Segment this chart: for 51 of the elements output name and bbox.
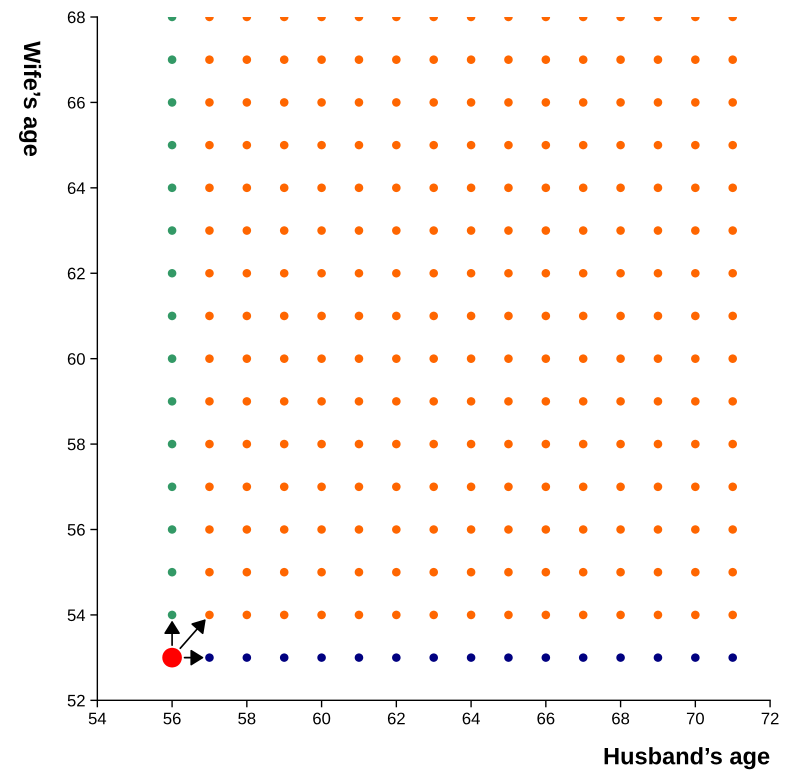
point: [168, 568, 176, 576]
point: [162, 648, 182, 668]
point: [168, 268, 176, 278]
x-tick-label: 68: [612, 712, 630, 724]
point: [168, 354, 176, 363]
point: [168, 610, 176, 620]
x-tick-label: 56: [163, 712, 181, 724]
point: [168, 312, 176, 320]
y-tick-label: 66: [68, 96, 85, 109]
y-tick-label: 60: [68, 353, 85, 365]
x-tick-label: 60: [313, 712, 330, 724]
point: [542, 653, 550, 662]
point: [168, 525, 176, 534]
y-tick-label: 62: [68, 268, 85, 280]
point: [205, 653, 214, 662]
point: [691, 653, 700, 662]
x-tick-label: 66: [537, 712, 554, 724]
y-tick-label: 64: [68, 182, 86, 194]
point: [168, 55, 176, 64]
y-axis-title: Wife’s age: [19, 41, 42, 156]
x-tick-label: 58: [238, 712, 256, 724]
point: [168, 397, 176, 406]
point: [317, 653, 326, 662]
y-tick-label: 54: [68, 609, 86, 622]
y-tick-label: 68: [68, 11, 85, 24]
point: [354, 653, 364, 662]
x-tick-label: 72: [762, 712, 779, 724]
point: [578, 653, 588, 662]
x-tick-label: 70: [686, 712, 704, 724]
point: [242, 653, 252, 662]
x-tick-label: 62: [388, 712, 405, 724]
x-tick-label: 54: [88, 712, 106, 724]
point: [168, 440, 176, 448]
x-axis-title: Husband’s age: [604, 747, 770, 770]
point: [168, 226, 176, 235]
point: [392, 653, 401, 662]
point: [168, 98, 176, 107]
y-tick-label: 52: [68, 694, 85, 707]
point: [429, 653, 438, 662]
point: [504, 653, 513, 662]
point: [728, 653, 737, 662]
point: [466, 653, 476, 662]
x-tick-label: 64: [462, 712, 480, 724]
y-tick-label: 58: [68, 438, 85, 450]
point: [168, 482, 176, 492]
point: [168, 140, 176, 150]
point: [616, 653, 625, 662]
point: [280, 653, 288, 662]
point: [168, 184, 176, 192]
point: [654, 653, 662, 662]
y-tick-label: 56: [68, 524, 85, 536]
